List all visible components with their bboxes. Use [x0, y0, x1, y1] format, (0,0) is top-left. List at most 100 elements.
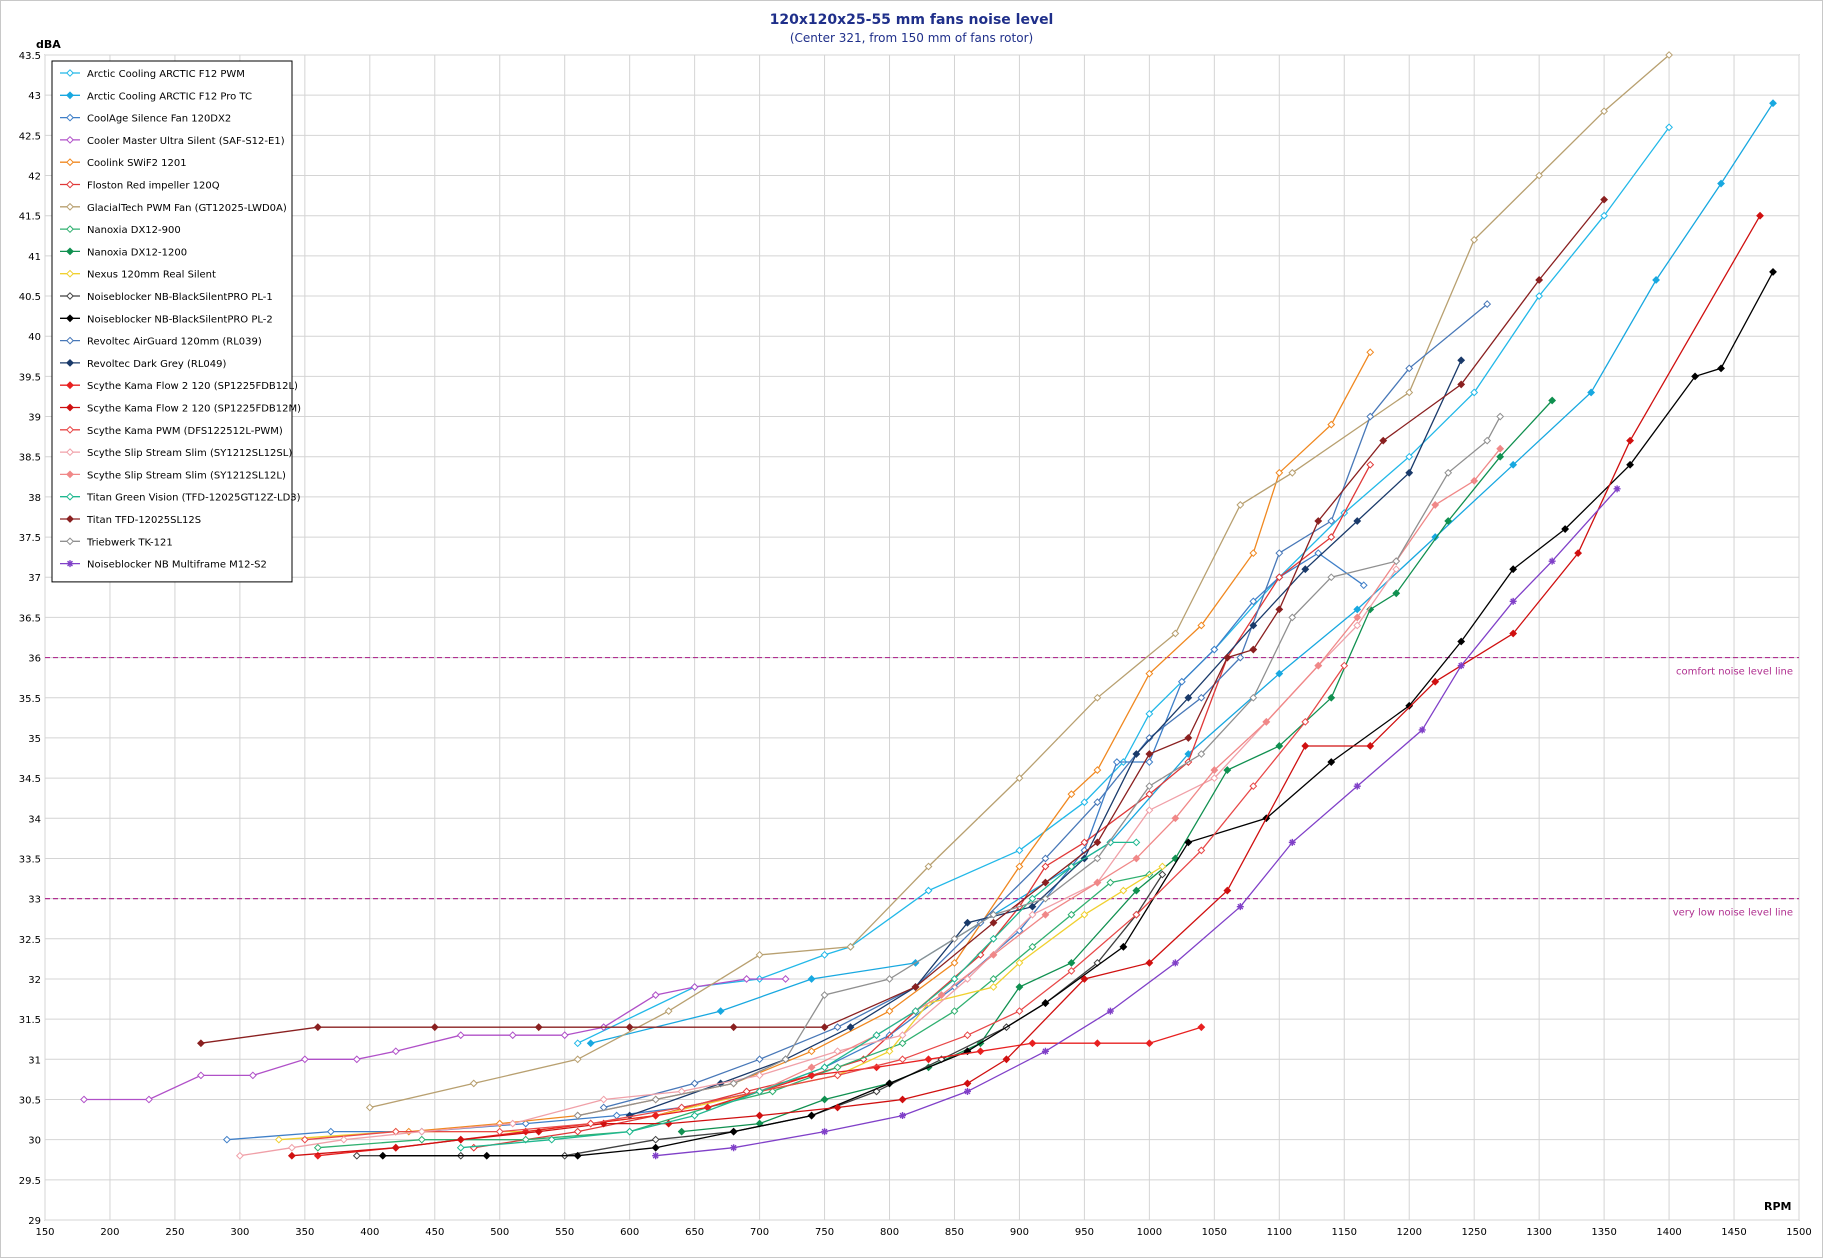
series-arctic-cooling-arctic-f12-pwm	[573, 123, 1673, 1048]
series-line	[655, 488, 1618, 1157]
data-point	[586, 1039, 595, 1048]
legend-item: Scythe Slip Stream Slim (SY1212SL12L)	[60, 470, 286, 481]
x-tick-label: 350	[295, 1227, 314, 1238]
data-point	[781, 975, 790, 983]
legend-item: Noiseblocker NB-BlackSilentPRO PL-1	[60, 292, 273, 303]
legend-item: Scythe Slip Stream Slim (SY1212SL12SL)	[60, 448, 292, 459]
y-tick-label: 38.5	[19, 453, 41, 464]
y-tick-label: 35	[28, 734, 41, 745]
data-point	[1366, 460, 1375, 469]
legend-swatch-marker	[66, 292, 74, 300]
y-axis-label: dBA	[36, 38, 61, 51]
data-point	[1145, 1039, 1154, 1048]
data-point	[235, 1151, 244, 1160]
data-point	[469, 1079, 478, 1088]
x-tick-label: 900	[1010, 1227, 1029, 1238]
data-point	[651, 991, 660, 999]
data-point	[1353, 605, 1362, 614]
data-point	[1470, 476, 1479, 485]
data-point	[1613, 485, 1621, 493]
data-point	[1327, 517, 1336, 525]
data-point	[1067, 958, 1076, 967]
data-point	[742, 975, 751, 983]
data-point	[560, 1031, 569, 1040]
series-layer	[80, 51, 1777, 1160]
legend-swatch-marker	[66, 158, 74, 167]
data-point	[1535, 171, 1544, 180]
legend-item: Revoltec Dark Grey (RL049)	[60, 359, 227, 370]
data-point	[651, 1111, 660, 1120]
data-point	[1652, 276, 1660, 284]
data-point	[976, 1047, 985, 1056]
data-point	[313, 1151, 322, 1160]
data-point	[80, 1095, 88, 1104]
data-point	[1210, 774, 1219, 783]
data-point	[1561, 525, 1570, 533]
data-point	[755, 950, 764, 959]
data-point	[885, 1007, 894, 1016]
data-point	[1249, 645, 1258, 654]
data-point	[430, 1023, 439, 1032]
x-tick-label: 1000	[1137, 1227, 1162, 1238]
data-point	[1236, 653, 1245, 662]
data-point	[1483, 300, 1492, 308]
y-tick-label: 32.5	[19, 935, 41, 946]
legend-item: Coolink SWiF2 1201	[60, 158, 187, 169]
data-point	[1301, 742, 1310, 750]
data-point	[899, 1112, 907, 1120]
x-tick-label: 1100	[1267, 1227, 1292, 1238]
data-point	[197, 1071, 205, 1080]
data-point	[768, 1087, 777, 1096]
data-point	[365, 1103, 374, 1112]
reference-line-label: comfort noise level line	[1676, 667, 1793, 678]
data-point	[664, 1007, 673, 1016]
data-point	[1067, 790, 1076, 799]
data-point	[1171, 629, 1180, 638]
data-point	[885, 1047, 894, 1056]
data-point	[1145, 790, 1154, 799]
data-point	[1327, 693, 1336, 702]
data-point	[1132, 854, 1141, 863]
data-point	[1509, 460, 1518, 469]
x-tick-label: 1500	[1786, 1227, 1811, 1238]
data-point	[1028, 902, 1037, 911]
legend-label: Noiseblocker NB-BlackSilentPRO PL-1	[87, 292, 273, 303]
data-point	[1288, 468, 1297, 477]
data-point	[573, 1111, 582, 1120]
data-point	[690, 1079, 699, 1088]
plot-area	[44, 54, 1800, 1221]
x-tick-label: 550	[555, 1227, 574, 1238]
data-point	[1132, 750, 1141, 758]
data-point	[963, 1087, 971, 1095]
data-point	[821, 1128, 829, 1136]
y-tick-labels: 29 29.5 30 30.5 31 31.5 32 32.5 33 33.5 34 34.5 35 35…	[19, 51, 41, 1227]
data-point	[1756, 211, 1764, 220]
data-point	[1210, 645, 1219, 654]
x-tick-label: 950	[1075, 1227, 1094, 1238]
data-point	[1080, 975, 1089, 983]
data-point	[1574, 549, 1583, 558]
data-point	[1359, 581, 1368, 590]
chart-subtitle: (Center 321, from 150 mm of fans rotor)	[789, 31, 1034, 45]
data-point	[729, 1127, 738, 1136]
data-point	[1509, 565, 1518, 574]
data-point	[417, 1135, 426, 1144]
x-tick-label: 450	[425, 1227, 444, 1238]
legend-swatch-marker	[66, 202, 74, 211]
y-tick-label: 31.5	[19, 1015, 41, 1026]
data-point	[1184, 750, 1193, 758]
data-point	[1171, 814, 1180, 823]
data-point	[1392, 557, 1401, 566]
reference-line-label: very low noise level line	[1673, 908, 1793, 919]
legend-item: Nexus 120mm Real Silent	[60, 270, 216, 281]
data-point	[807, 1047, 816, 1056]
data-point	[1405, 388, 1414, 397]
x-tick-label: 800	[880, 1227, 899, 1238]
data-point	[989, 983, 998, 991]
data-point	[1119, 886, 1128, 895]
legend-label: Triebwerk TK-121	[86, 537, 173, 548]
chart-title: 120x120x25-55 mm fans noise level	[769, 12, 1054, 28]
legend-swatch-marker	[66, 403, 74, 412]
data-point	[1314, 517, 1323, 525]
legend-swatch-marker	[66, 492, 74, 501]
